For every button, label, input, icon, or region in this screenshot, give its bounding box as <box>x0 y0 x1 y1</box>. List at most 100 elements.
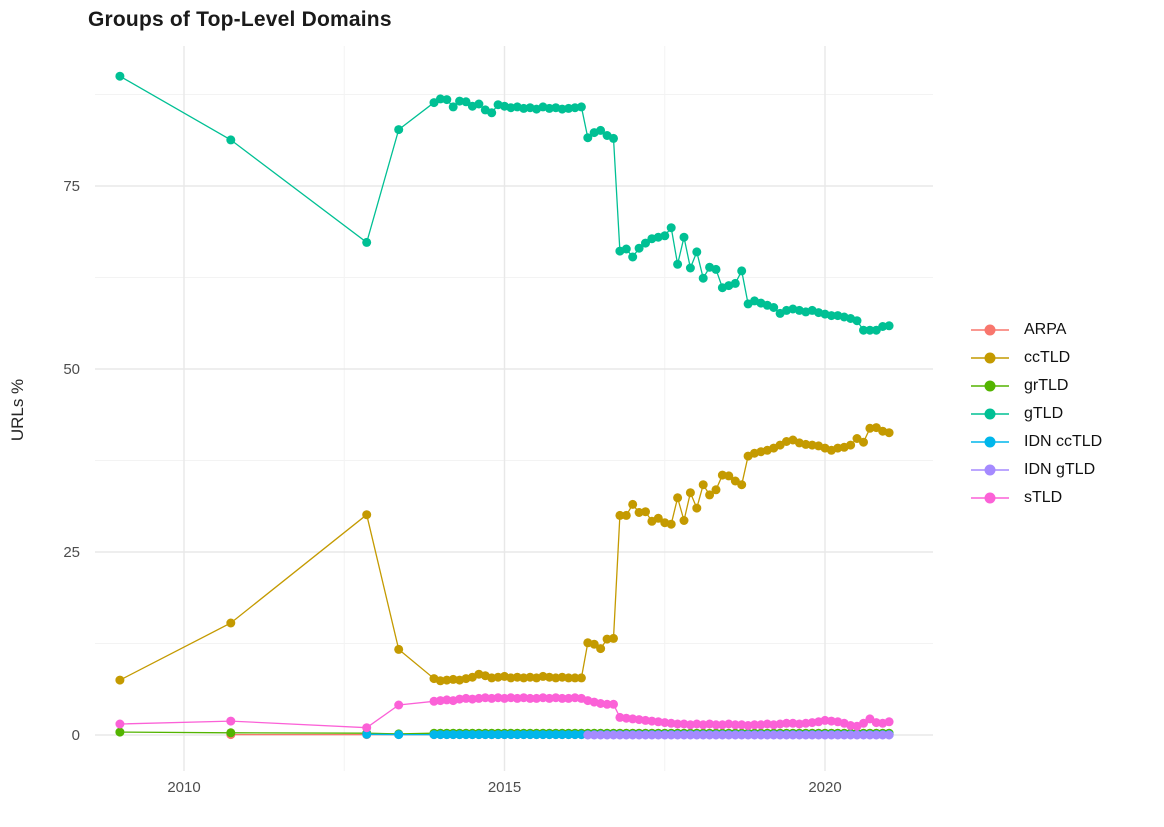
data-point <box>859 325 868 335</box>
data-point <box>115 727 125 737</box>
series-idn-gtld <box>583 730 894 740</box>
data-point <box>711 720 721 730</box>
data-point <box>711 264 721 274</box>
data-point <box>884 428 894 438</box>
data-point <box>865 730 875 740</box>
data-point <box>564 730 574 740</box>
data-point <box>782 718 791 728</box>
legend-marker-icon <box>971 436 1009 448</box>
data-point <box>609 633 618 643</box>
data-point <box>621 244 631 254</box>
data-point <box>666 730 676 740</box>
data-point <box>756 730 766 740</box>
data-point <box>589 639 599 649</box>
data-point <box>115 675 125 685</box>
data-point <box>846 440 856 450</box>
data-point <box>506 730 516 740</box>
data-point <box>692 503 702 513</box>
series-gtld <box>115 71 894 335</box>
data-point <box>641 238 650 248</box>
data-point <box>226 716 236 726</box>
data-point <box>394 125 404 135</box>
data-point <box>394 730 404 740</box>
data-point <box>814 730 824 740</box>
data-point <box>666 223 676 233</box>
data-point <box>737 730 747 740</box>
data-point <box>685 730 695 740</box>
legend-item-cctld: ccTLD <box>968 348 1102 368</box>
data-point <box>115 71 125 81</box>
legend-item-arpa: ARPA <box>968 320 1102 340</box>
data-point <box>685 263 695 273</box>
data-point <box>226 618 236 628</box>
legend-item-grtld: grTLD <box>968 376 1102 396</box>
data-point <box>544 730 554 740</box>
legend-marker-icon <box>971 324 1009 336</box>
data-point <box>724 471 734 481</box>
data-point <box>525 730 535 740</box>
data-point <box>692 247 702 257</box>
legend-item-gtld: gTLD <box>968 404 1102 424</box>
data-point <box>666 519 676 529</box>
data-point <box>551 730 561 740</box>
data-point <box>788 718 798 728</box>
data-point <box>730 278 740 288</box>
data-point <box>641 507 650 517</box>
data-point <box>564 673 574 683</box>
data-point <box>724 730 734 740</box>
data-point <box>442 730 452 740</box>
data-point <box>576 673 586 683</box>
legend-item-label: IDN ccTLD <box>1024 433 1103 450</box>
data-point <box>455 730 465 740</box>
legend-item-label: ARPA <box>1024 321 1067 338</box>
data-point <box>589 730 599 740</box>
data-point <box>711 730 721 740</box>
data-point <box>576 730 586 740</box>
data-point <box>737 266 747 276</box>
data-point <box>474 730 484 740</box>
data-point <box>442 95 452 105</box>
data-point <box>679 516 689 525</box>
data-point <box>852 730 862 740</box>
data-point <box>782 730 791 740</box>
data-point <box>435 730 445 740</box>
data-point <box>794 730 804 740</box>
legend-dot <box>984 436 996 448</box>
data-point <box>859 730 868 740</box>
data-point <box>801 730 811 740</box>
x-tick-label: 2015 <box>488 779 521 796</box>
data-point <box>711 485 721 495</box>
chart-title: Groups of Top-Level Domains <box>88 8 392 31</box>
data-point <box>512 730 522 740</box>
data-point <box>673 493 683 503</box>
data-point <box>596 644 606 654</box>
data-point <box>519 730 529 740</box>
data-point <box>487 108 497 118</box>
data-point <box>660 231 670 241</box>
legend-dot <box>984 492 996 504</box>
data-point <box>461 730 471 740</box>
data-point <box>769 303 779 312</box>
data-point <box>609 699 618 709</box>
series-cctld <box>115 423 894 686</box>
data-point <box>852 316 862 326</box>
data-point <box>628 252 638 262</box>
legend-marker-icon <box>971 408 1009 420</box>
legend-item-label: IDN gTLD <box>1024 461 1096 478</box>
data-point <box>538 730 548 740</box>
y-tick-label: 50 <box>63 361 80 378</box>
data-point <box>673 730 683 740</box>
data-point <box>634 243 644 253</box>
data-point <box>673 259 683 269</box>
data-point <box>596 730 606 740</box>
data-point <box>762 730 772 740</box>
data-point <box>833 730 843 740</box>
data-point <box>673 719 683 729</box>
data-point <box>621 730 631 740</box>
data-point <box>226 135 236 145</box>
data-point <box>570 673 580 683</box>
data-point <box>557 730 567 740</box>
legend-item-idn-cctld: IDN ccTLD <box>968 432 1102 452</box>
data-point <box>493 730 503 740</box>
